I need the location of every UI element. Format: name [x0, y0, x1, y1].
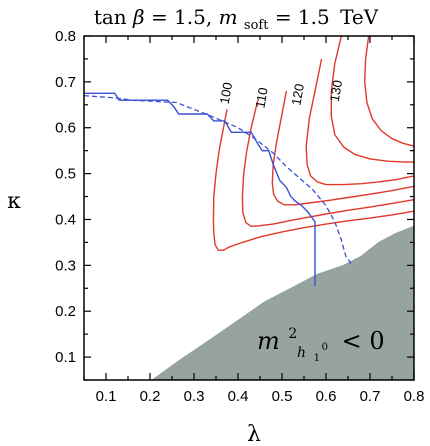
contour-label-120: 120 [288, 83, 307, 107]
title-beta: β [132, 5, 145, 29]
x-tick-label: 0.4 [228, 388, 249, 405]
y-tick-label: 0.2 [55, 303, 76, 320]
y-axis-label: κ [7, 189, 21, 214]
contour-line-120 [271, 90, 414, 206]
x-axis-label: λ [247, 422, 261, 446]
plot-frame [83, 35, 415, 381]
title-unit: TeV [340, 5, 379, 29]
contour-line-130 [305, 58, 414, 186]
chart-title: tan β = 1.5, m soft = 1.5 TeV [94, 5, 379, 34]
x-tick-label: 0.7 [360, 388, 381, 405]
y-tick-label: 0.8 [55, 28, 76, 45]
contour-line-unlabeled-4 [330, 36, 414, 163]
solid-boundary-line [84, 92, 316, 286]
contour-label-100: 100 [217, 81, 236, 105]
contour-line-unlabeled-5 [364, 36, 414, 147]
axes-layer: 0.1 0.2 0.3 0.4 0.5 0.6 0.7 0.8 0.1 0.2 0.3 0.4 0.5 0… [55, 28, 424, 405]
excluded-region-layer [151, 225, 414, 380]
title-eq2: = 1.5 [275, 5, 330, 29]
x-tick-label: 0.1 [96, 388, 117, 405]
boundary-layer [84, 92, 353, 286]
contour-line-100 [212, 109, 414, 251]
excluded-region [151, 225, 414, 380]
title-soft: soft [244, 18, 269, 33]
x-tick-label: 0.5 [272, 388, 293, 405]
y-tick-label: 0.6 [55, 120, 76, 137]
y-tick-label: 0.1 [55, 349, 76, 366]
x-tick-label: 0.3 [184, 388, 205, 405]
x-tick-label: 0.6 [316, 388, 337, 405]
title-eq1: = 1.5, [151, 5, 219, 29]
contour-label-110: 110 [252, 86, 270, 109]
y-tick-label: 0.7 [55, 74, 76, 91]
y-tick-label: 0.5 [55, 166, 76, 183]
contour-layer [212, 36, 414, 251]
contour-line-110 [241, 100, 414, 227]
title-m: m [219, 5, 238, 29]
x-tick-label: 0.2 [140, 388, 161, 405]
contour-label-130: 130 [327, 79, 346, 103]
dashed-boundary-line [84, 94, 353, 266]
title-tan: tan [94, 5, 127, 29]
excluded-region-label: m 2 h 1 0 < 0 [257, 316, 385, 367]
y-tick-label: 0.4 [55, 211, 76, 228]
y-tick-label: 0.3 [55, 257, 76, 274]
contour-label-layer: 100 110 120 130 [217, 79, 346, 109]
x-tick-label: 0.8 [404, 388, 425, 405]
